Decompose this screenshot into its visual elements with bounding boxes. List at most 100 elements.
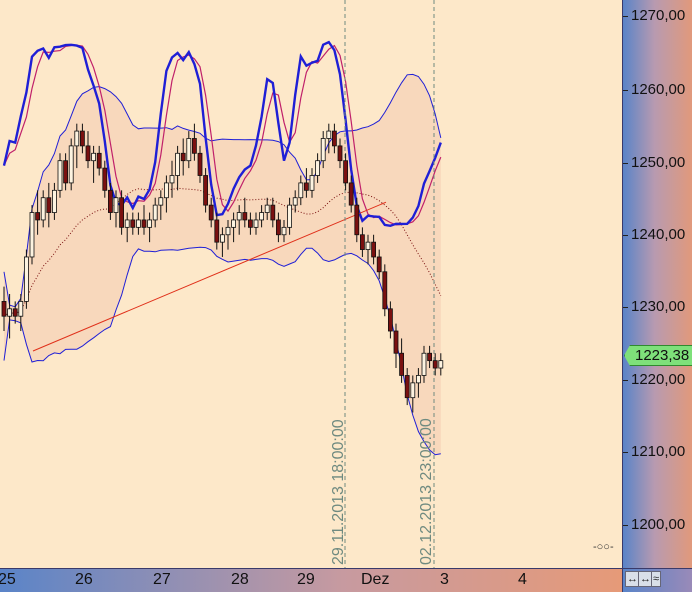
candle-body <box>40 197 46 221</box>
marker-label-1: 29.11.2013 18:00:00 <box>330 419 347 565</box>
candle-body <box>91 152 96 162</box>
candle-body <box>7 308 12 317</box>
candle-body <box>326 130 332 139</box>
candle-body <box>320 138 326 162</box>
candle-body <box>427 352 433 362</box>
candle-body <box>270 204 276 221</box>
candle-body <box>259 212 265 221</box>
candle-body <box>180 152 186 162</box>
candle-body <box>231 219 237 228</box>
time-axis[interactable]: 25 26 27 28 29 Dez 3 4 <box>0 568 622 592</box>
candle-body <box>18 301 24 317</box>
candle-body <box>102 167 108 191</box>
candle-body <box>203 175 209 206</box>
candle-body <box>354 204 360 236</box>
x-tick-label: Dez <box>361 571 390 588</box>
candle-body <box>236 212 242 221</box>
y-tick-label: 1260,00 <box>622 81 686 98</box>
candle-body <box>108 189 113 213</box>
candle-body <box>438 360 444 369</box>
chart-plot-area[interactable]: 29.11.2013 18:00:00 02.12.2013 23:00:00 … <box>0 0 622 568</box>
x-tick-label: 28 <box>231 571 249 588</box>
candle-body <box>29 212 35 258</box>
candle-body <box>96 152 102 169</box>
trendline <box>32 201 387 352</box>
last-price-badge: 1223,38 <box>624 345 692 366</box>
candle-body <box>63 160 68 184</box>
candle-body <box>1 301 7 317</box>
candle-body <box>247 219 253 228</box>
candle-body <box>191 138 197 154</box>
candle-body <box>298 182 304 199</box>
candle-body <box>147 219 153 228</box>
candle-body <box>303 182 309 191</box>
candle-body <box>242 212 248 221</box>
y-tick-label: 1220,00 <box>622 371 686 388</box>
candle-body <box>214 219 220 243</box>
candle-body <box>281 226 287 236</box>
candle-body <box>197 152 203 176</box>
price-chart[interactable] <box>0 0 622 568</box>
y-tick-label: 1240,00 <box>622 226 686 243</box>
candle-body <box>292 197 298 206</box>
candle-body <box>219 234 225 243</box>
candle-body <box>169 175 175 184</box>
candle-body <box>35 212 40 221</box>
candle-body <box>253 219 259 228</box>
candle-body <box>124 219 130 228</box>
candle-body <box>163 182 169 199</box>
link-icon[interactable]: -○○- <box>593 541 614 553</box>
candle-body <box>52 189 57 213</box>
y-tick-label: 1250,00 <box>622 154 686 171</box>
candle-body <box>287 204 293 228</box>
candle-body <box>175 152 181 176</box>
y-tick-label: 1200,00 <box>622 516 686 533</box>
candle-body <box>57 160 63 191</box>
candle-body <box>348 182 354 206</box>
candle-body <box>119 197 124 228</box>
candle-body <box>85 145 91 162</box>
wave-icon[interactable]: ≈ <box>651 571 662 587</box>
y-tick-label: 1210,00 <box>622 443 686 460</box>
candle-body <box>331 130 337 147</box>
bollinger-band-fill <box>4 74 441 455</box>
x-tick-label: 3 <box>440 571 449 588</box>
candle-body <box>421 352 427 376</box>
x-tick-label: 27 <box>153 571 171 588</box>
candle-body <box>152 204 158 221</box>
candle-body <box>343 160 349 184</box>
candle-body <box>264 204 270 213</box>
candle-body <box>359 234 365 250</box>
candle-body <box>275 219 281 236</box>
candle-body <box>337 145 343 162</box>
x-tick-label: 25 <box>0 571 16 588</box>
candle-body <box>186 138 192 162</box>
candle-body <box>68 145 74 184</box>
candle-body <box>208 204 214 221</box>
candle-body <box>371 241 377 258</box>
candle-body <box>432 360 438 369</box>
candle-body <box>382 271 388 310</box>
candle-body <box>387 308 393 332</box>
candle-body <box>158 197 164 206</box>
candle-body <box>365 241 371 250</box>
x-tick-label: 26 <box>75 571 93 588</box>
candle-body <box>23 256 29 302</box>
x-tick-label: 4 <box>518 571 527 588</box>
candle-body <box>130 219 136 228</box>
candle-body <box>225 226 231 236</box>
candle-body <box>415 375 421 384</box>
candle-body <box>410 382 416 399</box>
candle-body <box>80 130 85 147</box>
y-tick-label: 1270,00 <box>622 7 686 24</box>
candle-body <box>135 219 141 228</box>
candle-body <box>12 308 18 317</box>
price-axis[interactable]: 1270,00 1260,00 1250,00 1240,00 1230,00 … <box>622 0 692 568</box>
candle-body <box>141 219 147 228</box>
candle-body <box>309 175 315 191</box>
candle-body <box>393 330 399 354</box>
candle-body <box>46 197 52 213</box>
candle-body <box>315 160 321 176</box>
x-tick-label: 29 <box>297 571 315 588</box>
bollinger-upper-line <box>3 73 442 308</box>
